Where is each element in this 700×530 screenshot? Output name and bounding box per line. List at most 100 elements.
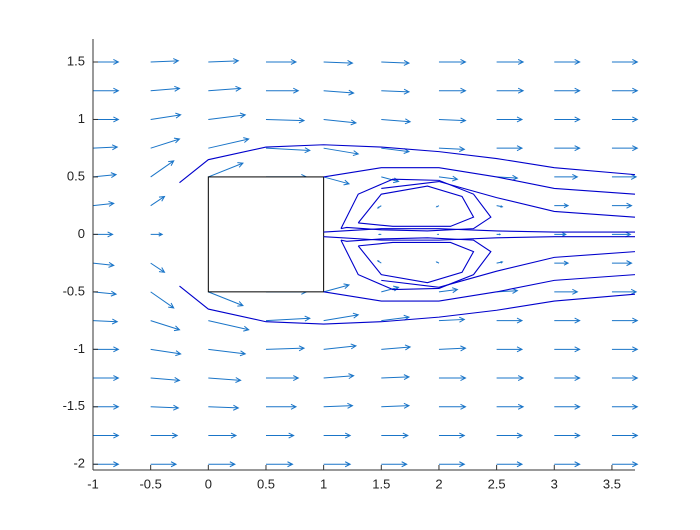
arrow <box>324 433 351 438</box>
arrow <box>324 284 349 292</box>
arrow <box>266 316 310 321</box>
streamline <box>358 242 473 282</box>
streamline <box>324 275 635 301</box>
arrow <box>151 59 179 64</box>
arrow <box>324 313 359 320</box>
y-tick-label: 0 <box>78 226 85 241</box>
arrow <box>612 347 637 352</box>
arrow <box>497 117 522 122</box>
arrow <box>554 404 579 409</box>
arrow <box>324 374 354 379</box>
x-tick-label: 3.5 <box>603 476 621 491</box>
arrow <box>266 148 310 153</box>
arrow <box>381 462 406 467</box>
streamline <box>324 168 635 194</box>
arrow <box>151 433 178 438</box>
y-tick-label: -0.5 <box>63 283 85 298</box>
arrow <box>324 148 359 155</box>
arrow <box>266 59 296 64</box>
arrow <box>151 196 165 205</box>
arrow <box>208 59 238 64</box>
arrow <box>93 433 118 438</box>
y-tick-label: 1 <box>78 111 85 126</box>
y-tick-label: -1 <box>73 341 85 356</box>
arrow <box>612 117 637 122</box>
arrow <box>151 161 174 177</box>
arrow <box>497 88 524 93</box>
arrow <box>378 206 381 208</box>
arrow <box>324 344 356 349</box>
arrow <box>554 318 579 323</box>
arrow <box>439 462 464 467</box>
arrow <box>554 261 568 265</box>
arrow <box>497 433 522 438</box>
arrow <box>554 88 579 93</box>
obstacle <box>208 177 323 292</box>
streamline <box>381 182 635 218</box>
arrow <box>324 177 349 185</box>
x-tick-label: -1 <box>87 476 99 491</box>
arrow <box>208 433 236 438</box>
y-tick-label: 1.5 <box>67 53 85 68</box>
arrow <box>554 59 579 64</box>
arrow <box>497 59 524 64</box>
arrow <box>554 117 579 122</box>
arrow <box>497 146 522 151</box>
arrow <box>497 318 522 323</box>
x-tick-label: 2 <box>435 476 442 491</box>
arrow <box>208 462 235 467</box>
x-tick-label: 1 <box>320 476 327 491</box>
arrow <box>439 317 464 322</box>
arrow <box>439 118 466 123</box>
y-tick-label: -2 <box>73 456 85 471</box>
arrow <box>439 288 457 293</box>
arrow <box>612 462 637 467</box>
arrow <box>151 113 181 119</box>
arrow <box>151 349 181 355</box>
arrow <box>208 405 238 410</box>
arrow <box>612 88 637 93</box>
arrow <box>151 292 174 308</box>
arrow <box>381 403 409 408</box>
arrow <box>497 234 500 235</box>
arrow <box>208 86 240 91</box>
arrow <box>497 462 522 467</box>
arrow <box>151 138 180 148</box>
arrow <box>554 347 579 352</box>
arrow <box>378 261 381 263</box>
arrow <box>93 201 114 206</box>
arrow <box>612 261 632 266</box>
streamline <box>324 229 635 232</box>
arrow <box>208 349 245 355</box>
arrow <box>379 234 381 235</box>
streamline <box>358 186 473 226</box>
arrow <box>151 321 180 331</box>
arrow <box>437 262 439 263</box>
arrow <box>612 318 637 323</box>
arrow <box>554 146 579 151</box>
arrow <box>612 433 637 438</box>
streamline <box>324 237 635 240</box>
arrow <box>554 174 577 179</box>
arrow <box>497 347 522 352</box>
arrow <box>208 163 243 177</box>
arrow <box>324 90 354 95</box>
arrow <box>93 145 117 150</box>
x-tick-label: -0.5 <box>139 476 161 491</box>
y-tick-label: -1.5 <box>63 398 85 413</box>
arrow <box>439 376 466 381</box>
arrow <box>381 433 408 438</box>
arrow <box>554 462 579 467</box>
x-tick-label: 1.5 <box>372 476 390 491</box>
arrow <box>554 233 566 236</box>
arrow <box>439 176 457 181</box>
arrow <box>151 233 163 236</box>
arrow <box>93 319 117 324</box>
arrow <box>554 376 579 381</box>
arrow <box>439 59 466 64</box>
arrow <box>497 376 524 381</box>
arrow <box>266 376 298 381</box>
arrow <box>151 377 180 382</box>
arrow <box>208 378 240 383</box>
